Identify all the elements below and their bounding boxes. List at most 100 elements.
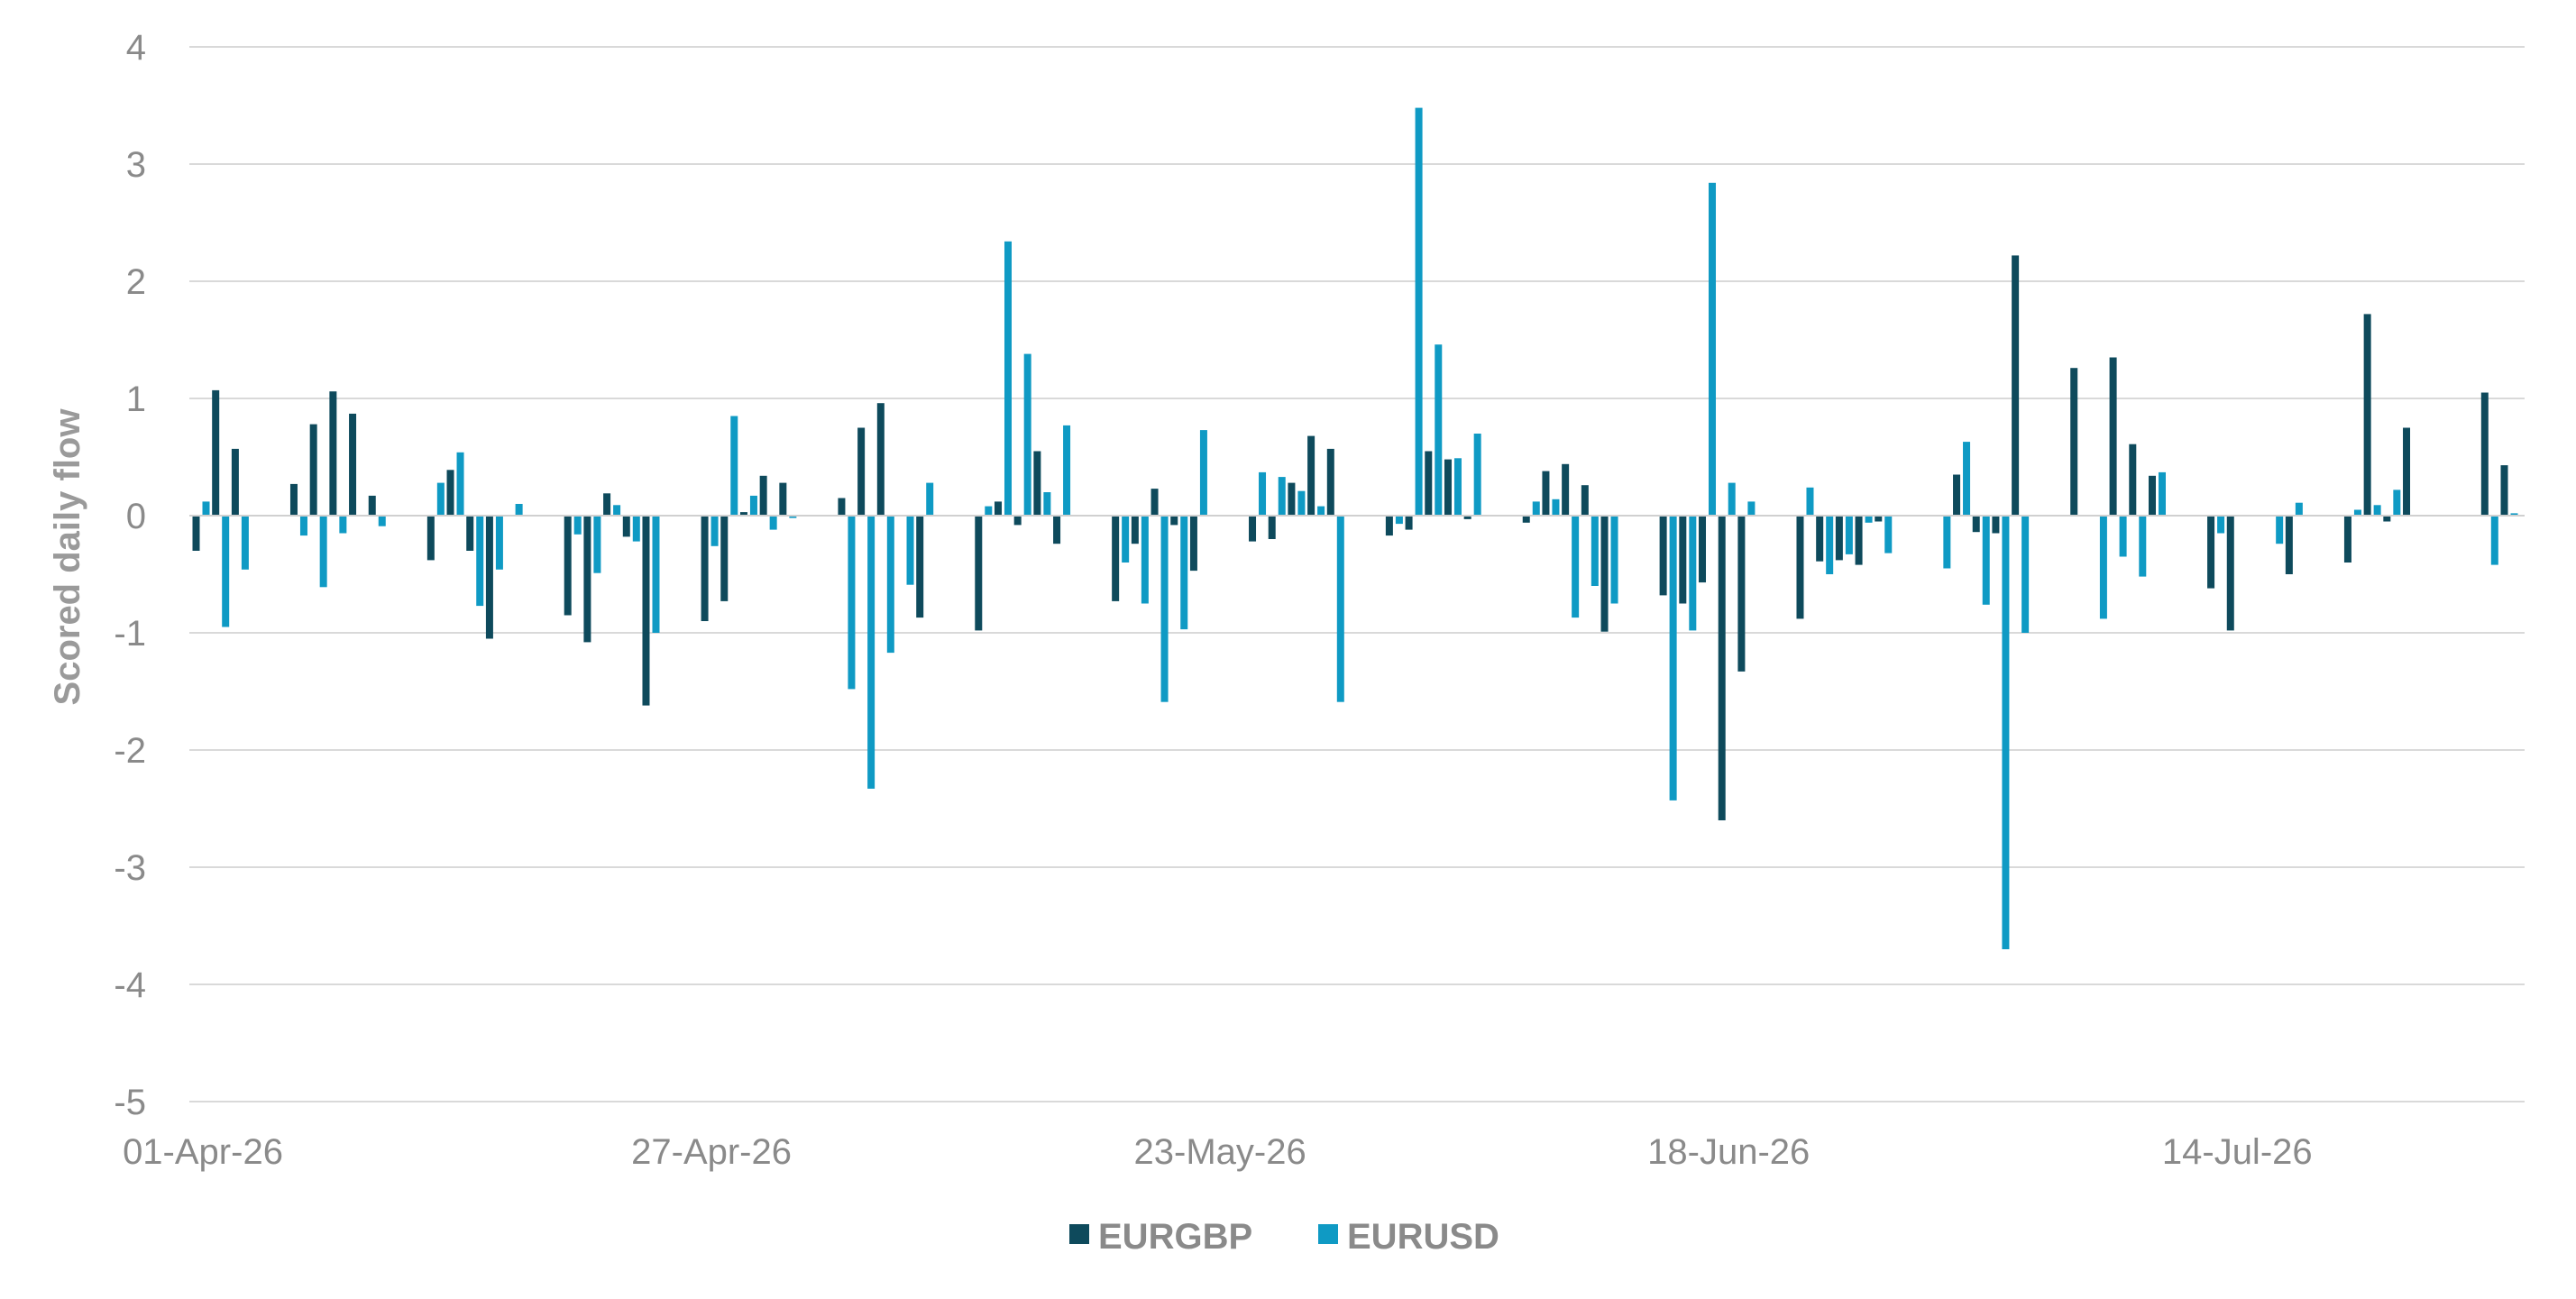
bar-eurusd	[652, 516, 660, 633]
bar-eurgbp	[1307, 435, 1316, 516]
y-tick-label: -4	[114, 965, 146, 1005]
bar-eurgbp	[1249, 516, 1257, 542]
bar-eurgbp	[446, 470, 454, 516]
bar-eurusd	[378, 516, 386, 526]
bar-eurgbp	[2207, 516, 2215, 589]
bar-eurgbp	[603, 493, 611, 516]
bar-eurusd	[1728, 482, 1736, 516]
bar-eurgbp	[1562, 463, 1570, 516]
bar-eurgbp	[2383, 516, 2391, 522]
bar-eurusd	[2217, 516, 2225, 534]
bar-eurusd	[1473, 434, 1481, 516]
bar-eurusd	[2099, 516, 2107, 619]
bar-eurgbp	[1718, 516, 1726, 820]
legend-swatch-eurusd	[1318, 1224, 1338, 1244]
bar-eurusd	[867, 516, 875, 789]
bar-eurusd	[1865, 516, 1873, 523]
bar-eurgbp	[701, 516, 709, 621]
bar-eurgbp	[426, 516, 435, 561]
bar-eurgbp	[2226, 516, 2234, 631]
bar-eurusd	[495, 516, 503, 570]
bar-eurgbp	[994, 501, 1002, 516]
bar-eurusd	[1669, 516, 1677, 800]
bar-eurusd	[476, 516, 484, 607]
bar-eurgbp	[1992, 516, 2000, 534]
bar-eurgbp	[1816, 516, 1824, 562]
bar-eurusd	[1004, 241, 1012, 516]
legend: EURGBP EURUSD	[1069, 1217, 1499, 1257]
bar-eurusd	[2119, 516, 2127, 557]
bar-eurusd	[1160, 516, 1169, 702]
bar-eurgbp	[1835, 516, 1843, 561]
bar-eurgbp	[1150, 489, 1159, 516]
bar-eurgbp	[1699, 516, 1707, 583]
bar-eurgbp	[1170, 516, 1178, 526]
bar-eurusd	[632, 516, 640, 542]
bar-eurgbp	[1268, 516, 1276, 539]
bars	[192, 107, 2518, 949]
bar-eurusd	[1122, 516, 1130, 563]
bar-eurgbp	[1033, 451, 1041, 516]
bar-eurusd	[593, 516, 601, 573]
bar-eurusd	[1709, 182, 1717, 517]
x-axis-tick-labels: 01-Apr-26 27-Apr-26 23-May-26 18-Jun-26 14-J…	[123, 1132, 2313, 1172]
bar-eurusd	[769, 516, 777, 530]
bar-eurusd	[1982, 516, 1990, 605]
y-tick-label: 1	[126, 380, 146, 419]
bar-eurusd	[1826, 516, 1834, 574]
bar-eurusd	[710, 516, 719, 546]
bar-eurusd	[1395, 516, 1403, 525]
bar-eurusd	[1317, 506, 1325, 516]
y-tick-label: 4	[126, 28, 146, 68]
y-axis-title: Scored daily flow	[48, 408, 87, 706]
bar-eurgbp	[857, 427, 866, 516]
bar-eurusd	[1845, 516, 1853, 554]
bar-eurusd	[2490, 516, 2498, 565]
bar-eurusd	[299, 516, 307, 536]
bar-eurusd	[319, 516, 327, 588]
bar-eurgbp	[759, 475, 767, 516]
bar-eurusd	[2510, 513, 2518, 516]
bar-eurgbp	[876, 403, 885, 516]
bar-eurgbp	[1796, 516, 1804, 619]
y-tick-label: -1	[114, 614, 146, 654]
bar-eurgbp	[622, 516, 630, 537]
bar-eurusd	[1806, 487, 1814, 516]
bar-eurgbp	[838, 498, 846, 516]
bar-eurgbp	[329, 391, 337, 516]
bar-eurgbp	[1581, 485, 1589, 516]
bar-eurusd	[1278, 477, 1286, 516]
bar-eurgbp	[1405, 516, 1413, 530]
bar-eurusd	[906, 516, 914, 585]
bar-eurusd	[1199, 430, 1207, 516]
x-tick-label: 01-Apr-26	[123, 1132, 283, 1172]
bar-eurgbp	[720, 516, 729, 601]
bar-eurusd	[573, 516, 582, 535]
bar-eurusd	[1180, 516, 1188, 630]
bar-eurusd	[2276, 516, 2284, 544]
y-tick-label: -3	[114, 848, 146, 888]
x-tick-label: 14-Jul-26	[2162, 1132, 2313, 1172]
bar-eurusd	[1435, 344, 1443, 516]
bar-eurusd	[886, 516, 894, 654]
bar-eurusd	[1336, 516, 1344, 702]
bar-eurusd	[749, 495, 757, 516]
bar-eurusd	[2002, 516, 2010, 949]
x-tick-label: 27-Apr-26	[631, 1132, 792, 1172]
bar-eurgbp	[349, 413, 357, 516]
bar-eurusd	[1043, 492, 1051, 516]
bar-eurgbp	[2109, 357, 2117, 516]
bar-eurusd	[1063, 425, 1071, 516]
bar-eurgbp	[2012, 255, 2020, 516]
bar-eurgbp	[231, 448, 239, 516]
bar-eurusd	[2295, 502, 2303, 516]
bar-eurusd	[202, 501, 210, 516]
bar-eurusd	[1552, 499, 1560, 516]
bar-eurgbp	[1189, 516, 1197, 572]
bar-eurgbp	[212, 389, 220, 516]
bar-eurusd	[1532, 501, 1540, 516]
bar-eurusd	[1884, 516, 1893, 553]
bar-eurgbp	[2403, 427, 2411, 516]
bar-eurusd	[1747, 501, 1756, 516]
